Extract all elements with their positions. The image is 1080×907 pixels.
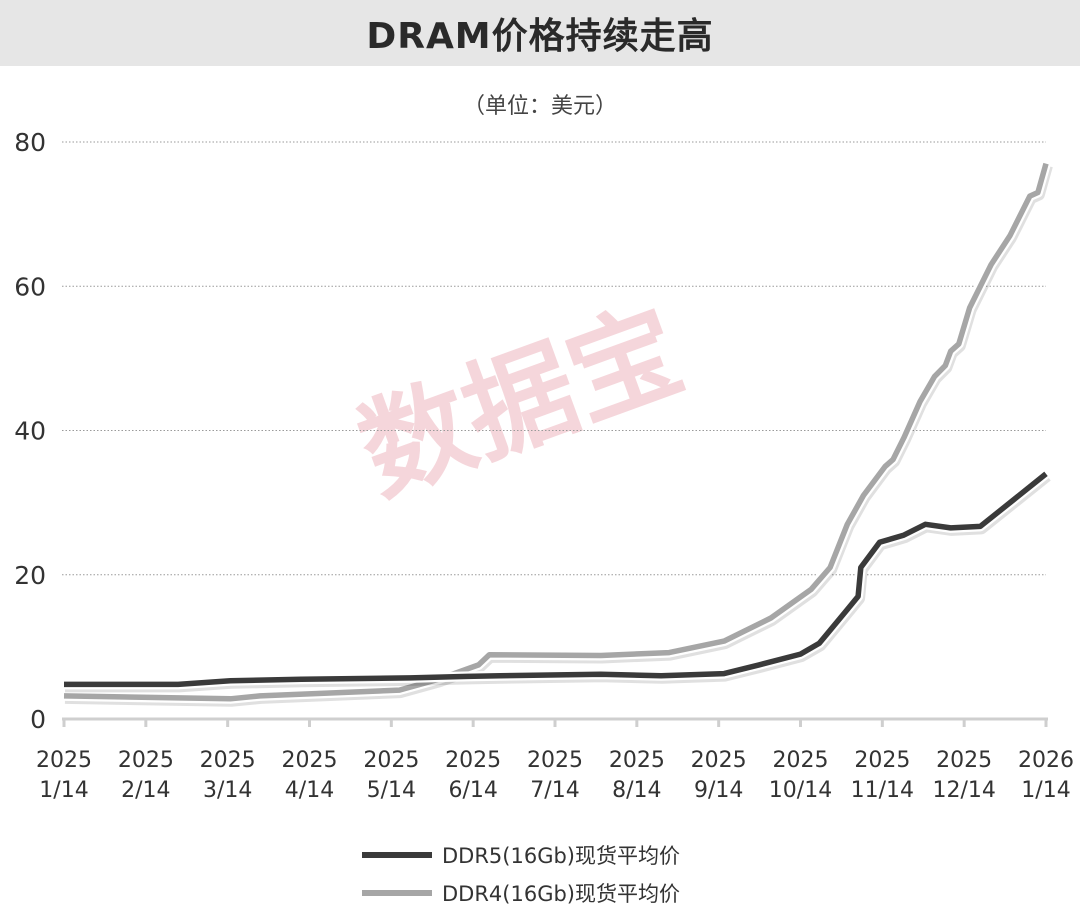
y-tick-label: 20 [14,561,46,590]
x-tick-date: 1/14 [1021,778,1070,803]
x-tick-date: 11/14 [851,778,914,803]
x-tick-year: 2025 [200,748,256,773]
y-tick-label: 0 [30,705,46,734]
x-tick-year: 2025 [445,748,501,773]
x-tick-date: 6/14 [448,778,497,803]
x-tick-year: 2025 [36,748,92,773]
series-line-0 [64,471,1048,688]
x-tick-date: 10/14 [769,778,832,803]
chart-subtitle: （单位：美元） [462,94,617,119]
x-tick-date: 1/14 [39,778,88,803]
x-tick-date: 5/14 [367,778,416,803]
x-tick-date: 2/14 [121,778,170,803]
x-tick-year: 2025 [118,748,174,773]
y-tick-label: 40 [14,417,46,446]
x-tick-date: 8/14 [612,778,661,803]
y-tick-label: 80 [14,128,46,157]
x-tick-date: 4/14 [285,778,334,803]
chart-title: DRAM价格持续走高 [366,16,714,57]
title-band: DRAM价格持续走高 [0,0,1080,66]
x-tick-year: 2025 [936,748,992,773]
x-tick-year: 2025 [363,748,419,773]
x-tick-date: 3/14 [203,778,252,803]
x-tick-date: 9/14 [694,778,743,803]
series-line-1 [63,162,1049,702]
x-tick-year: 2025 [854,748,910,773]
x-tick-year: 2025 [527,748,583,773]
x-tick-year: 2025 [773,748,829,773]
legend-label: DDR5(16Gb)现货平均价 [442,844,680,868]
x-tick-year: 2025 [691,748,747,773]
x-tick-year: 2026 [1018,748,1074,773]
x-tick-date: 7/14 [530,778,579,803]
watermark: 数据宝 [344,285,698,518]
x-tick-year: 2025 [282,748,338,773]
x-tick-year: 2025 [609,748,665,773]
x-tick-date: 12/14 [932,778,995,803]
y-tick-label: 60 [14,272,46,301]
legend-label: DDR4(16Gb)现货平均价 [442,882,680,906]
